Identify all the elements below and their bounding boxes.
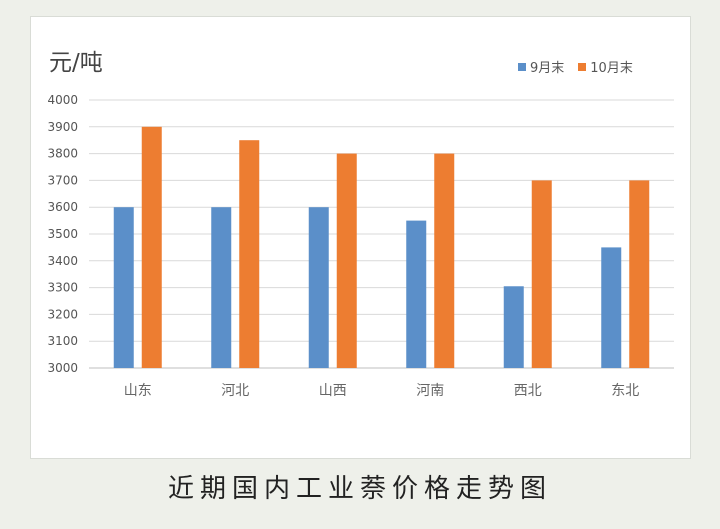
bar-sep [406,220,427,368]
bar-oct [336,153,357,368]
legend: 9月末 10月末 [518,57,633,76]
bar-sep [601,247,622,368]
y-tick-label: 3600 [47,200,78,214]
legend-swatch-oct [578,62,587,71]
x-tick-label: 山东 [124,383,152,399]
figure-caption: 近期国内工业萘价格走势图 [167,474,552,504]
x-tick-label: 河北 [221,383,249,399]
bar-oct [434,153,455,368]
bar-sep [211,207,232,368]
y-unit-label: 元/吨 [49,50,103,76]
bar-chart: 3000 3100 3200 3300 3400 3500 3600 3700 3800 3900… [47,93,674,399]
x-tick-label: 山西 [319,383,347,399]
y-tick-label: 3400 [47,254,78,268]
y-tick-label: 3300 [47,281,78,295]
legend-item-sep: 9月末 [518,57,564,76]
x-tick-label: 河南 [416,383,444,399]
x-tick-label: 东北 [611,383,639,399]
bar-oct [239,140,260,368]
chart-panel: 元/吨 9月末 10月末 3000 3100 3200 3300 3400 3500 360… [30,16,691,459]
y-tick-label: 4000 [47,93,78,107]
legend-item-oct: 10月末 [578,57,633,76]
x-tick-label: 西北 [514,383,542,399]
y-tick-label: 3800 [47,147,78,161]
bar-oct [141,126,162,368]
legend-label-oct: 10月末 [590,61,633,76]
legend-swatch-sep [518,62,526,71]
y-tick-label: 3200 [47,307,78,321]
y-tick-label: 3100 [47,334,78,348]
bar-oct [531,180,552,368]
y-tick-label: 3900 [47,120,78,134]
y-tick-label: 3000 [47,361,78,375]
bar-sep [308,207,329,368]
y-tick-label: 3500 [47,227,78,241]
legend-label-sep: 9月末 [530,61,565,76]
bar-sep [503,286,524,368]
y-tick-label: 3700 [47,173,78,187]
bar-sep [113,207,134,368]
bar-oct [629,180,650,368]
